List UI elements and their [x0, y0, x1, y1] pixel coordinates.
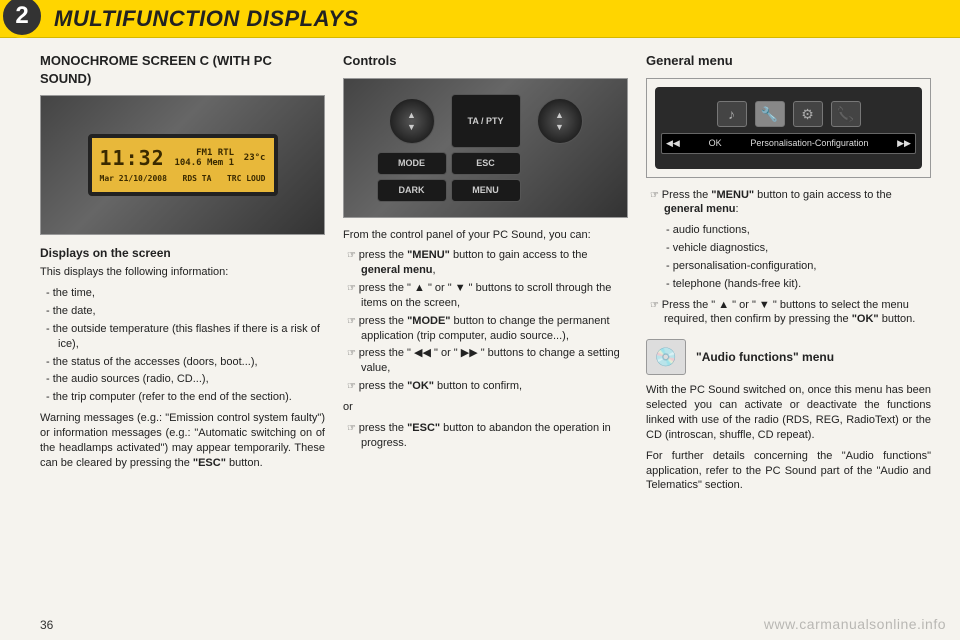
column-2: Controls ▲▼ TA / PTY ▲▼ MODE ESC DARK ME… [343, 52, 628, 499]
list-item: press the "MODE" button to change the pe… [343, 314, 628, 344]
menu-icons-row: ♪ 🔧 ⚙ 📞 [717, 101, 861, 127]
column-3: General menu ♪ 🔧 ⚙ 📞 ◀◀ OK Personalisati… [646, 52, 931, 499]
screen-fm: FM1 [196, 148, 212, 158]
dark-button: DARK [377, 179, 447, 202]
screen-temp: 23°c [244, 154, 266, 164]
dial-left: ▲▼ [389, 98, 435, 144]
ok-label: OK [709, 137, 722, 149]
screen-time: 11:32 [100, 145, 165, 172]
watermark: www.carmanualsonline.info [764, 616, 946, 632]
col1-subheading: Displays on the screen [40, 245, 325, 261]
col2-list-2: press the "ESC" button to abandon the op… [343, 421, 628, 451]
dial-right: ▲▼ [537, 98, 583, 144]
list-item: audio functions, [660, 223, 931, 238]
menu-label: Personalisation-Configuration [750, 137, 868, 149]
list-item: the outside temperature (this flashes if… [40, 322, 325, 352]
music-icon: ♪ [717, 101, 747, 127]
list-item: Press the " ▲ " or " ▼ " buttons to sele… [646, 298, 931, 328]
gear-icon: ⚙ [793, 101, 823, 127]
col3-submenu: audio functions, vehicle diagnostics, pe… [660, 223, 931, 291]
screen-mockup: 11:32 FM1 RTL 104.6 Mem 1 23°c Mar 21/10… [88, 134, 278, 196]
screen-trc: TRC LOUD [227, 174, 266, 185]
list-item: press the "ESC" button to abandon the op… [343, 421, 628, 451]
col3-step2: Press the " ▲ " or " ▼ " buttons to sele… [646, 298, 931, 328]
screen-station: RTL [218, 148, 234, 158]
col3-steps: Press the "MENU" button to gain access t… [646, 188, 931, 218]
list-item: the trip computer (refer to the end of t… [40, 390, 325, 405]
list-item: the date, [40, 304, 325, 319]
list-item: press the "MENU" button to gain access t… [343, 248, 628, 278]
nav-right-icon: ▶▶ [897, 137, 911, 149]
list-item: vehicle diagnostics, [660, 241, 931, 256]
list-item: Press the "MENU" button to gain access t… [646, 188, 931, 218]
col1-warning: Warning messages (e.g.: "Emission contro… [40, 411, 325, 470]
list-item: the audio sources (radio, CD...), [40, 372, 325, 387]
audio-paragraph-1: With the PC Sound switched on, once this… [646, 383, 931, 442]
audio-functions-header: 💿 "Audio functions" menu [646, 339, 931, 375]
ta-pty-button: TA / PTY [451, 94, 521, 149]
audio-paragraph-2: For further details concerning the "Audi… [646, 449, 931, 494]
nav-left-icon: ◀◀ [666, 137, 680, 149]
col1-heading: MONOCHROME SCREEN C (WITH PC SOUND) [40, 52, 325, 87]
mode-button: MODE [377, 152, 447, 175]
page-content: MONOCHROME SCREEN C (WITH PC SOUND) 11:3… [0, 38, 960, 499]
screen-freq: 104.6 [174, 158, 201, 168]
list-item: telephone (hands-free kit). [660, 277, 931, 292]
list-item: personalisation-configuration, [660, 259, 931, 274]
audio-functions-heading: "Audio functions" menu [696, 349, 834, 365]
column-1: MONOCHROME SCREEN C (WITH PC SOUND) 11:3… [40, 52, 325, 499]
page-title: MULTIFUNCTION DISPLAYS [0, 0, 960, 38]
list-item: the time, [40, 286, 325, 301]
col2-or: or [343, 400, 628, 415]
col2-list: press the "MENU" button to gain access t… [343, 248, 628, 394]
screen-date: Mar 21/10/2008 [100, 174, 167, 185]
menu-label-bar: ◀◀ OK Personalisation-Configuration ▶▶ [661, 133, 916, 153]
list-item: press the "OK" button to confirm, [343, 379, 628, 394]
list-item: the status of the accesses (doors, boot.… [40, 355, 325, 370]
esc-button: ESC [451, 152, 521, 175]
col1-list: the time, the date, the outside temperat… [40, 286, 325, 405]
wrench-icon: 🔧 [755, 101, 785, 127]
phone-icon: 📞 [831, 101, 861, 127]
list-item: press the " ▲ " or " ▼ " buttons to scro… [343, 281, 628, 311]
screen-rds: RDS TA [183, 174, 212, 185]
audio-cd-icon: 💿 [646, 339, 686, 375]
screen-mem: Mem 1 [207, 158, 234, 168]
list-item: press the " ◀◀ " or " ▶▶ " buttons to ch… [343, 346, 628, 376]
col3-heading: General menu [646, 52, 931, 70]
figure-general-menu: ♪ 🔧 ⚙ 📞 ◀◀ OK Personalisation-Configurat… [646, 78, 931, 178]
header: 2 MULTIFUNCTION DISPLAYS [0, 0, 960, 38]
menu-button: MENU [451, 179, 521, 202]
figure-controls: ▲▼ TA / PTY ▲▼ MODE ESC DARK MENU [343, 78, 628, 218]
figure-monochrome-screen: 11:32 FM1 RTL 104.6 Mem 1 23°c Mar 21/10… [40, 95, 325, 235]
col2-heading: Controls [343, 52, 628, 70]
page-number: 36 [40, 618, 53, 632]
col2-intro: From the control panel of your PC Sound,… [343, 228, 628, 243]
col1-intro: This displays the following information: [40, 265, 325, 280]
